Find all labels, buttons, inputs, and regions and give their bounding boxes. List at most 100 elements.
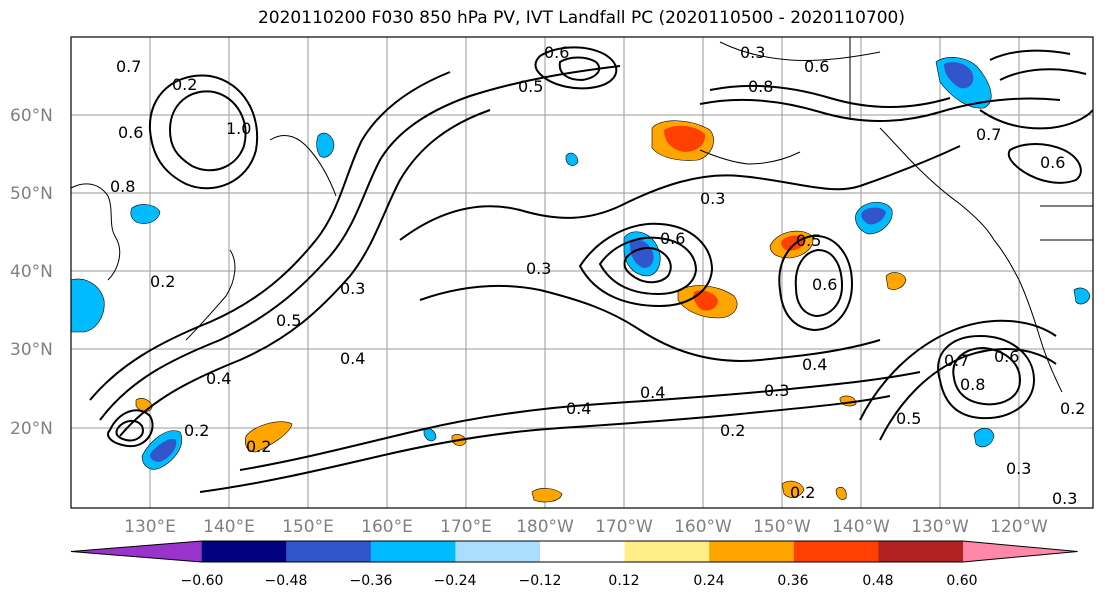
patch-central-warm-core — [693, 290, 718, 311]
lon-label-140w: 140°W — [832, 517, 890, 537]
lon-label-160w: 160°W — [674, 517, 732, 537]
colorbar-swatch — [963, 541, 1078, 562]
contour-label: 0.4 — [802, 355, 827, 374]
colorbar-swatch — [709, 541, 795, 562]
lon-label-170e: 170°E — [440, 517, 492, 537]
colorbar-tick-label: 0.24 — [693, 573, 724, 589]
contour-label: 0.6 — [118, 123, 143, 142]
patch-small-cold-1 — [565, 152, 579, 166]
contour-label: 0.2 — [1060, 399, 1085, 418]
colorbar-swatch — [624, 541, 710, 562]
colorbar-outline — [70, 540, 1078, 563]
contour-label: 0.3 — [1006, 459, 1031, 478]
contour-label: 0.5 — [518, 77, 543, 96]
patch-gulf-alaska-core — [664, 125, 706, 152]
latitude-axis: 60°N 50°N 40°N 30°N 20°N — [10, 106, 53, 439]
patch-small-warm-2 — [835, 486, 847, 500]
contour-label: 0.6 — [660, 229, 685, 248]
contour-label: 0.8 — [748, 77, 773, 96]
contour-label: 0.5 — [896, 409, 921, 428]
lon-label-170w: 170°W — [595, 517, 653, 537]
patch-south-cold — [973, 427, 995, 448]
lon-label-130w: 130°W — [911, 517, 969, 537]
colorbar-tick-label: −0.12 — [519, 573, 562, 589]
contour-label: 0.4 — [640, 383, 665, 402]
patch-east-cold-core — [861, 207, 886, 225]
patch-pacnw-cold — [1073, 287, 1091, 305]
contour-label: 0.4 — [566, 399, 591, 418]
contour-label: 0.2 — [246, 437, 271, 456]
contour-label: 0.2 — [150, 272, 175, 291]
patch-japan-cold — [71, 278, 105, 333]
colorbar-swatch — [201, 541, 287, 562]
colorbar-tick-label: 0.48 — [862, 573, 893, 589]
colorbar-tick-label: −0.60 — [181, 573, 224, 589]
contour-label: 0.3 — [526, 259, 551, 278]
map-frame — [70, 36, 1094, 509]
colorbar-swatch — [878, 541, 964, 562]
colorbar-swatch — [455, 541, 541, 562]
contour-label: 0.3 — [740, 43, 765, 62]
contour-label: 0.2 — [720, 421, 745, 440]
lon-label-130e: 130°E — [124, 517, 176, 537]
contour-label: 0.3 — [764, 381, 789, 400]
colorbar-swatch — [793, 541, 879, 562]
contour-label: 0.5 — [796, 231, 821, 250]
contour-label: 0.6 — [812, 275, 837, 294]
lat-label-50n: 50°N — [10, 184, 53, 204]
shaded-anomalies — [71, 57, 1091, 503]
colorbar-swatch — [286, 541, 372, 562]
contour-label: 0.6 — [1040, 153, 1065, 172]
lat-label-20n: 20°N — [10, 419, 53, 439]
gridlines — [71, 37, 1093, 508]
colorbar-swatch — [71, 541, 202, 562]
contour-label: 0.3 — [340, 279, 365, 298]
contour-label: 0.6 — [544, 43, 569, 62]
patch-sw-warm — [245, 421, 293, 453]
contour-label: 0.5 — [276, 311, 301, 330]
lon-label-140e: 140°E — [203, 517, 255, 537]
contour-label: 0.7 — [116, 57, 141, 76]
colorbar-swatch — [540, 541, 626, 562]
lat-label-60n: 60°N — [10, 106, 53, 126]
lon-label-120w: 120°W — [990, 517, 1048, 537]
contour-label: 0.7 — [944, 351, 969, 370]
map-title: 2020110200 F030 850 hPa PV, IVT Landfall… — [257, 8, 905, 28]
lon-label-180w: 180°W — [516, 517, 574, 537]
patch-central-cold-core — [630, 239, 654, 268]
contour-label: 0.8 — [960, 375, 985, 394]
contour-lines — [89, 46, 1093, 493]
contour-label: 0.7 — [976, 125, 1001, 144]
contour-label: 0.3 — [1052, 489, 1077, 508]
contour-label: 0.2 — [790, 483, 815, 502]
contour-label: 0.4 — [206, 369, 231, 388]
colorbar-tick-label: −0.24 — [434, 573, 477, 589]
lat-label-30n: 30°N — [10, 340, 53, 360]
patch-bering-cold — [130, 204, 161, 224]
contour-labels: 0.6 0.3 0.7 0.2 0.6 1.0 0.8 0.6 0.8 0.2 … — [110, 43, 1085, 508]
colorbar-tick-label: −0.48 — [265, 573, 308, 589]
patch-sw-cold-core — [150, 438, 177, 462]
contour-label: 0.2 — [172, 75, 197, 94]
colorbar-swatch — [370, 541, 456, 562]
lon-label-150e: 150°E — [282, 517, 334, 537]
contour-label: 0.6 — [994, 347, 1019, 366]
contour-label: 0.2 — [184, 421, 209, 440]
contour-label: 0.4 — [340, 349, 365, 368]
colorbar: −0.60 −0.48 −0.36 −0.24 −0.12 0.12 0.24 … — [70, 540, 1078, 589]
colorbar-tick-label: 0.36 — [777, 573, 808, 589]
patch-bc-warm — [885, 272, 907, 290]
lat-label-40n: 40°N — [10, 262, 53, 282]
colorbar-tick-label: 0.12 — [608, 573, 639, 589]
patch-south-warm — [531, 488, 563, 503]
contour-label: 0.3 — [700, 189, 725, 208]
lon-label-160e: 160°E — [361, 517, 413, 537]
contour-label: 0.8 — [110, 177, 135, 196]
patch-alaska-cold-core — [944, 62, 974, 89]
patch-south-warm-2 — [781, 480, 805, 498]
longitude-axis: 130°E 140°E 150°E 160°E 170°E 180°W 170°… — [124, 517, 1048, 537]
contour-label: 1.0 — [226, 119, 251, 138]
colorbar-tick-label: −0.36 — [350, 573, 393, 589]
contour-label: 0.6 — [804, 57, 829, 76]
